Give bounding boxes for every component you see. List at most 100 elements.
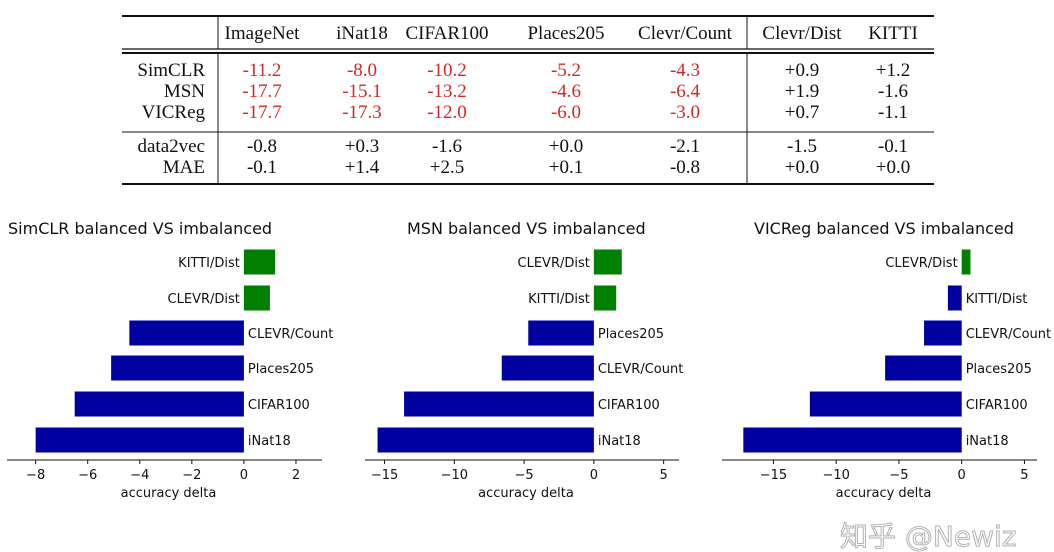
x-tick-label: −5 xyxy=(889,468,908,483)
table-cell: -6.0 xyxy=(551,102,581,123)
bar-label: iNat18 xyxy=(598,434,641,449)
bar xyxy=(947,285,962,311)
table-cell: -6.4 xyxy=(670,81,701,102)
bar-label: CLEVR/Count xyxy=(598,362,683,377)
table-row: VICReg -17.7 -17.3 -12.0 -6.0 -3.0 +0.7 -1.1 xyxy=(142,102,908,123)
bar-label: KITTI/Dist xyxy=(178,256,240,271)
table-cell: -17.7 xyxy=(242,102,282,123)
bar-label: CLEVR/Count xyxy=(248,327,333,342)
x-tick-label: −10 xyxy=(822,468,849,483)
table-cell: +0.7 xyxy=(785,102,819,123)
table-row: SimCLR -11.2 -8.0 -10.2 -5.2 -4.3 +0.9 +1.2 xyxy=(137,60,910,81)
chart-1: MSN balanced VS imbalanced CLEVR/Dist KITT… xyxy=(365,219,683,501)
bar xyxy=(924,320,962,346)
bar-label: Places205 xyxy=(966,362,1032,377)
table-cell: +0.0 xyxy=(876,157,910,178)
bar xyxy=(809,391,962,417)
bar xyxy=(961,249,971,275)
bar-label: iNat18 xyxy=(966,434,1009,449)
x-tick-label: −5 xyxy=(515,468,534,483)
x-tick-label: −4 xyxy=(130,468,149,483)
bar xyxy=(35,427,244,453)
table-cell: -1.6 xyxy=(878,81,908,102)
bar xyxy=(129,320,244,346)
table-cell: +0.9 xyxy=(785,60,819,81)
x-tick-label: 0 xyxy=(590,468,598,483)
bar xyxy=(593,285,617,311)
table-header-cell: Places205 xyxy=(527,23,604,44)
chart-2: VICReg balanced VS imbalanced CLEVR/Dist K… xyxy=(722,219,1051,501)
table-cell: +1.4 xyxy=(345,157,380,178)
table-cell: -1.5 xyxy=(787,136,817,157)
table-cell: -2.1 xyxy=(670,136,700,157)
bar-label: KITTI/Dist xyxy=(528,292,590,307)
chart-title: VICReg balanced VS imbalanced xyxy=(754,219,1014,238)
bar xyxy=(111,355,244,381)
table-cell: +0.3 xyxy=(345,136,379,157)
table-cell: +0.0 xyxy=(549,136,583,157)
x-tick-label: −6 xyxy=(78,468,97,483)
bar xyxy=(243,249,276,275)
x-tick-label: −10 xyxy=(441,468,468,483)
bar-label: iNat18 xyxy=(248,434,291,449)
x-tick-label: −2 xyxy=(182,468,201,483)
x-tick-label: −15 xyxy=(760,468,787,483)
table-header-cell: KITTI xyxy=(868,23,918,44)
table-cell: -0.8 xyxy=(670,157,700,178)
x-axis-label: accuracy delta xyxy=(121,486,217,501)
chart-title: MSN balanced VS imbalanced xyxy=(407,219,646,238)
chart-title: SimCLR balanced VS imbalanced xyxy=(8,219,272,238)
bar xyxy=(404,391,594,417)
bar-label: CIFAR100 xyxy=(966,398,1028,413)
method-name: MAE xyxy=(163,157,205,178)
table-cell: -13.2 xyxy=(427,81,467,102)
table-cell: +1.2 xyxy=(876,60,910,81)
table-cell: -10.2 xyxy=(427,60,467,81)
table-cell: -0.1 xyxy=(878,136,908,157)
table-cell: -12.0 xyxy=(427,102,467,123)
table-row: MAE -0.1 +1.4 +2.5 +0.1 -0.8 +0.0 +0.0 xyxy=(163,157,910,178)
table-cell: -8.0 xyxy=(347,60,377,81)
table-cell: -17.7 xyxy=(242,81,282,102)
bar-label: CLEVR/Count xyxy=(966,327,1051,342)
bar-charts: SimCLR balanced VS imbalanced KITTI/Dist C… xyxy=(7,219,1051,501)
table-cell: -1.6 xyxy=(432,136,462,157)
x-axis-label: accuracy delta xyxy=(836,486,932,501)
table-cell: -0.1 xyxy=(247,157,277,178)
bar-label: CIFAR100 xyxy=(598,398,660,413)
table-row: data2vec -0.8 +0.3 -1.6 +0.0 -2.1 -1.5 -0.1 xyxy=(137,136,908,157)
method-name: data2vec xyxy=(137,136,205,157)
table-cell: -4.6 xyxy=(551,81,581,102)
table-cell: -5.2 xyxy=(551,60,581,81)
bar-label: Places205 xyxy=(598,327,664,342)
table-cell: -11.2 xyxy=(243,60,282,81)
bar-label: CLEVR/Dist xyxy=(885,256,957,271)
table-header-cell: CIFAR100 xyxy=(405,23,488,44)
results-table: ImageNet iNat18 CIFAR100 Places205 Clevr/Cou… xyxy=(122,15,934,185)
x-tick-label: 5 xyxy=(1020,468,1028,483)
method-name: MSN xyxy=(164,81,205,102)
bar-label: CLEVR/Dist xyxy=(168,292,240,307)
bar xyxy=(501,355,594,381)
table-row: MSN -17.7 -15.1 -13.2 -4.6 -6.4 +1.9 -1.6 xyxy=(164,81,908,102)
table-cell: +0.0 xyxy=(785,157,819,178)
table-cell: -15.1 xyxy=(342,81,382,102)
bar xyxy=(74,391,244,417)
table-header-cell: ImageNet xyxy=(225,23,301,44)
watermark-logo: 知乎 @Newiz xyxy=(840,520,1016,552)
table-cell: +0.1 xyxy=(549,157,583,178)
table-cell: -3.0 xyxy=(670,102,700,123)
chart-0: SimCLR balanced VS imbalanced KITTI/Dist C… xyxy=(7,219,333,501)
bar xyxy=(243,285,270,311)
bar xyxy=(743,427,962,453)
table-cell: +2.5 xyxy=(430,157,464,178)
x-tick-label: 0 xyxy=(958,468,966,483)
x-tick-label: 0 xyxy=(240,468,248,483)
table-cell: -4.3 xyxy=(670,60,700,81)
table-cell: +1.9 xyxy=(785,81,819,102)
bar xyxy=(528,320,594,346)
bar-label: CIFAR100 xyxy=(248,398,310,413)
method-name: VICReg xyxy=(142,102,206,123)
bar xyxy=(377,427,594,453)
